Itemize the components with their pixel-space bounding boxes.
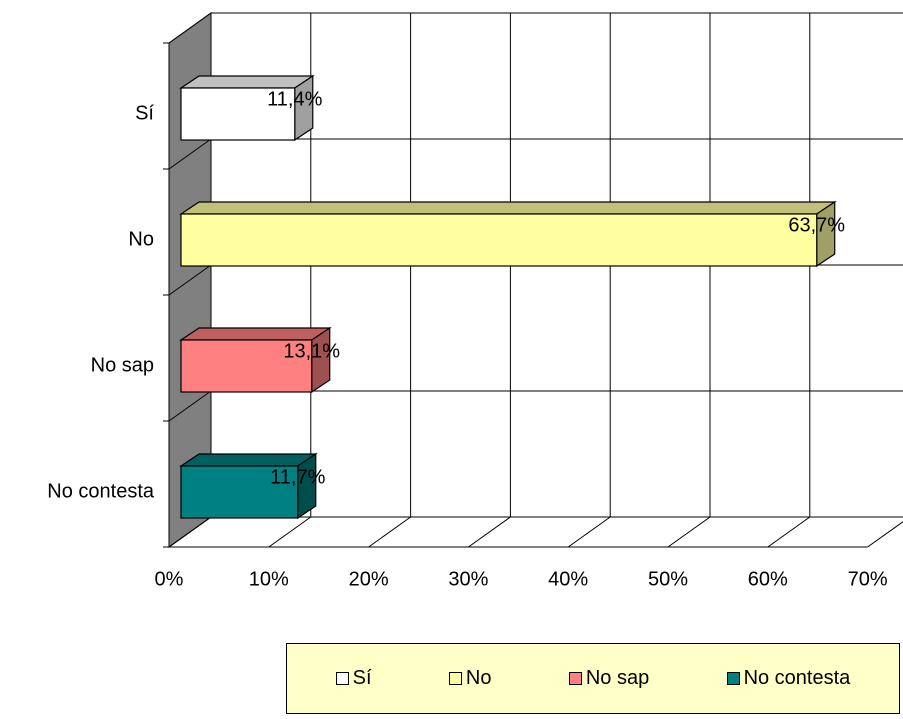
floor-line-20	[368, 516, 411, 548]
x-tick-label-4: 40%	[548, 568, 588, 590]
bar-top	[179, 201, 837, 215]
x-tick-label-5: 50%	[648, 568, 688, 590]
legend-label-si: Sí	[352, 667, 372, 689]
wall-line-2	[168, 264, 212, 296]
value-label-3: 13,1%	[283, 340, 340, 362]
wall-line-0	[168, 12, 212, 44]
value-label-4: 11,7%	[270, 466, 325, 488]
legend-item-no-contesta: No contesta	[726, 667, 851, 690]
bar-1	[179, 74, 315, 142]
x-tick-label-7: 70%	[848, 568, 888, 590]
floor-line-30	[468, 516, 511, 548]
legend-label-no-contesta: No contesta	[743, 667, 851, 689]
value-label-1: 11,4%	[267, 88, 322, 110]
wall-line-3	[168, 390, 212, 422]
bar-2	[179, 200, 837, 268]
legend-swatch-no-contesta	[726, 672, 740, 685]
legend-item-no: No	[448, 667, 492, 690]
category-label-3: No sap	[91, 354, 154, 376]
legend-swatch-no	[448, 672, 462, 685]
floor-line-60	[767, 516, 811, 548]
category-labels: Sí No No sap No contesta	[47, 102, 155, 502]
bar-front	[180, 339, 313, 393]
x-tick-label-2: 20%	[349, 568, 389, 590]
bar-4	[179, 452, 318, 520]
legend-swatch-no-sap	[568, 672, 582, 685]
chart-bars	[179, 74, 837, 520]
floor-line-50	[667, 516, 711, 548]
wall-line-4	[168, 516, 212, 548]
bar-top	[179, 453, 318, 467]
x-tick-label-0: 0%	[155, 568, 184, 590]
category-label-2: No	[128, 228, 154, 250]
x-tick-label-6: 60%	[748, 568, 788, 590]
x-tick-label-1: 10%	[249, 568, 289, 590]
category-label-4: No contesta	[47, 480, 155, 502]
value-label-2: 63,7%	[788, 214, 845, 236]
floor-line-10	[268, 516, 312, 548]
floor-line-70	[867, 521, 903, 548]
category-label-1: Sí	[135, 102, 154, 124]
legend-item-no-sap: No sap	[568, 667, 650, 690]
bar-top	[179, 75, 315, 89]
legend-label-no: No	[465, 667, 492, 689]
value-labels: 11,4% 63,7% 13,1% 11,7%	[267, 88, 845, 488]
legend-swatch-si	[335, 672, 349, 685]
chart-legend: Sí No No sap No contesta	[286, 643, 900, 714]
legend-item-si: Sí	[335, 667, 372, 690]
bar-front	[180, 213, 818, 267]
bar-front	[180, 87, 296, 141]
x-tick-label-3: 30%	[448, 568, 488, 590]
y-axis-ticks	[163, 42, 169, 548]
x-tick-labels: 0% 10% 20% 30% 40% 50% 60% 70%	[155, 568, 888, 590]
bar-3	[179, 326, 332, 394]
bar-front	[180, 465, 299, 519]
legend-label-no-sap: No sap	[585, 667, 650, 689]
floor-line-40	[567, 516, 611, 548]
wall-line-1	[168, 138, 212, 170]
bar-top	[179, 327, 332, 341]
